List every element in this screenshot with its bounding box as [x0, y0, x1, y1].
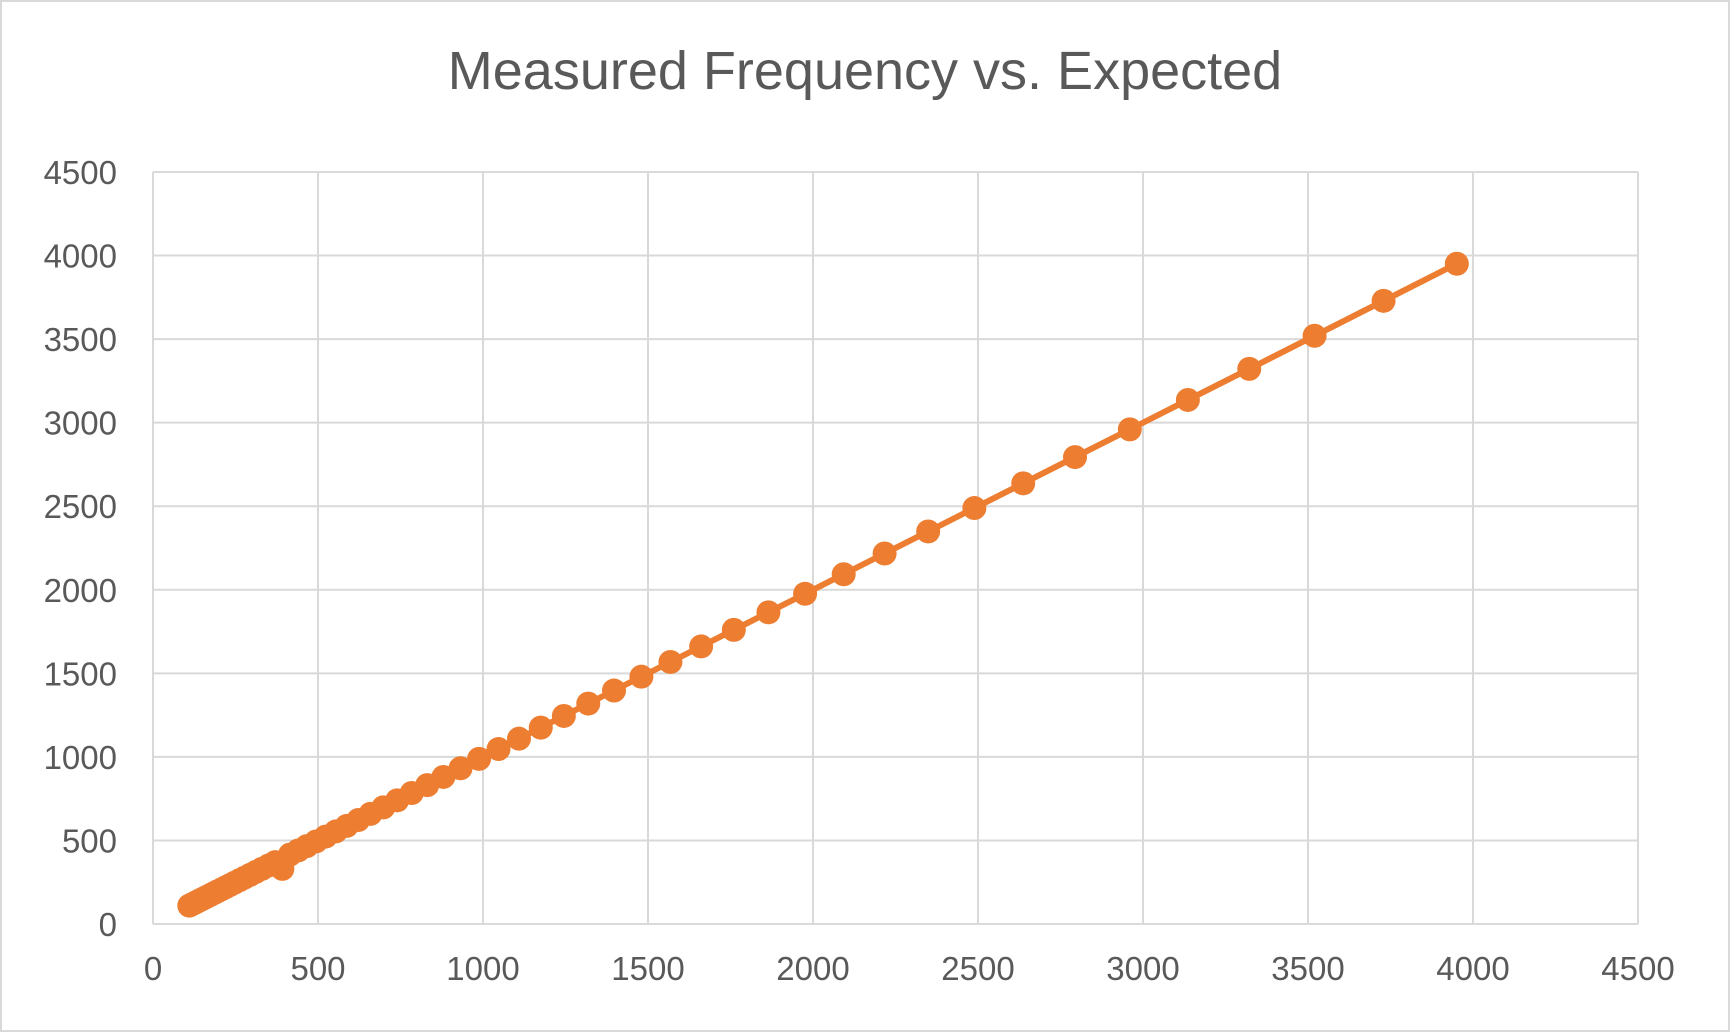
data-point — [629, 664, 654, 689]
x-tick-label: 0 — [144, 950, 162, 987]
data-point — [756, 600, 781, 625]
x-tick-label: 3500 — [1271, 950, 1344, 987]
x-tick-label: 1500 — [611, 950, 684, 987]
data-point — [689, 634, 714, 659]
data-point — [506, 726, 531, 751]
axes: 0 500 1000 1500 2000 2500 3000 3500 4000 4500 0 500… — [44, 154, 1675, 987]
chart-title: Measured Frequency vs. Expected — [447, 41, 1283, 101]
data-point — [831, 562, 856, 587]
y-tick-label: 2000 — [44, 572, 117, 609]
data-point — [721, 617, 746, 642]
y-tick-label: 1500 — [44, 655, 117, 692]
data-point — [1444, 251, 1469, 276]
x-tick-label: 3000 — [1106, 950, 1179, 987]
data-point — [551, 703, 576, 728]
data-point — [448, 756, 473, 781]
x-tick-label: 2500 — [941, 950, 1014, 987]
y-tick-label: 0 — [99, 906, 117, 943]
data-point — [467, 746, 492, 771]
data-point — [486, 737, 511, 762]
y-tick-label: 3000 — [44, 405, 117, 442]
x-tick-label: 4000 — [1436, 950, 1509, 987]
y-tick-label: 4000 — [44, 238, 117, 275]
x-tick-label: 4500 — [1601, 950, 1674, 987]
data-point — [793, 581, 818, 606]
data-point — [1175, 387, 1200, 412]
data-point — [576, 691, 601, 716]
data-point — [916, 519, 941, 544]
gridlines — [152, 171, 1639, 925]
y-tick-label: 4500 — [44, 154, 117, 191]
data-point — [602, 678, 627, 703]
data-point — [962, 496, 987, 521]
data-point — [658, 649, 683, 674]
data-point — [1237, 356, 1262, 381]
data-point — [1011, 471, 1036, 496]
data-point — [1371, 288, 1396, 313]
series-measured — [177, 251, 1469, 918]
y-tick-label: 1000 — [44, 739, 117, 776]
data-point — [1117, 417, 1142, 442]
data-point — [872, 541, 897, 566]
data-point — [1063, 445, 1088, 470]
x-tick-label: 1000 — [446, 950, 519, 987]
y-tick-label: 3500 — [44, 321, 117, 358]
data-point — [1302, 323, 1327, 348]
x-tick-label: 2000 — [776, 950, 849, 987]
y-tick-label: 500 — [62, 822, 117, 859]
x-tick-label: 500 — [290, 950, 345, 987]
y-tick-label: 2500 — [44, 488, 117, 525]
data-point — [528, 715, 553, 740]
